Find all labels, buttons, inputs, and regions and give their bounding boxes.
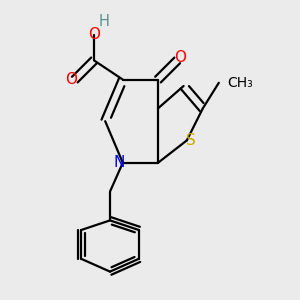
Text: H: H	[99, 14, 110, 29]
Text: N: N	[113, 155, 124, 170]
Text: CH₃: CH₃	[228, 76, 253, 90]
Text: O: O	[174, 50, 186, 65]
Text: O: O	[88, 27, 100, 42]
Text: S: S	[186, 133, 196, 148]
Text: O: O	[66, 72, 78, 87]
